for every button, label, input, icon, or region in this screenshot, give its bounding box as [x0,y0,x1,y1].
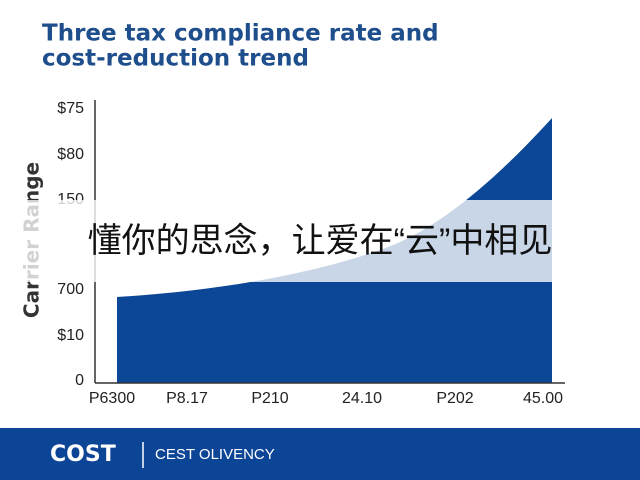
banner-bg [0,200,640,282]
x-label: P210 [251,390,288,407]
y-label: $10 [57,327,84,344]
x-label: P8.17 [166,390,208,407]
y-label: 0 [75,372,84,389]
x-label: P6300 [89,390,135,407]
footer-brand: COST [50,442,116,467]
y-label: $75 [57,100,84,117]
y-label: 700 [57,281,84,298]
x-label: 45.00 [523,390,563,407]
title-line: Three tax compliance rate and [42,21,439,47]
title-line: cost-reduction trend [42,46,309,72]
y-label: $80 [57,146,84,163]
footer-bar [0,428,640,480]
footer-tagline: CEST OLIVENCY [155,446,275,463]
x-label: 24.10 [342,390,382,407]
x-label: P202 [436,390,473,407]
x-labels: P6300 P8.17 P210 24.10 P202 45.00 [89,390,563,407]
area [117,118,552,383]
banner-text: 懂你的思念，让爱在“云”中相见 [88,222,553,260]
